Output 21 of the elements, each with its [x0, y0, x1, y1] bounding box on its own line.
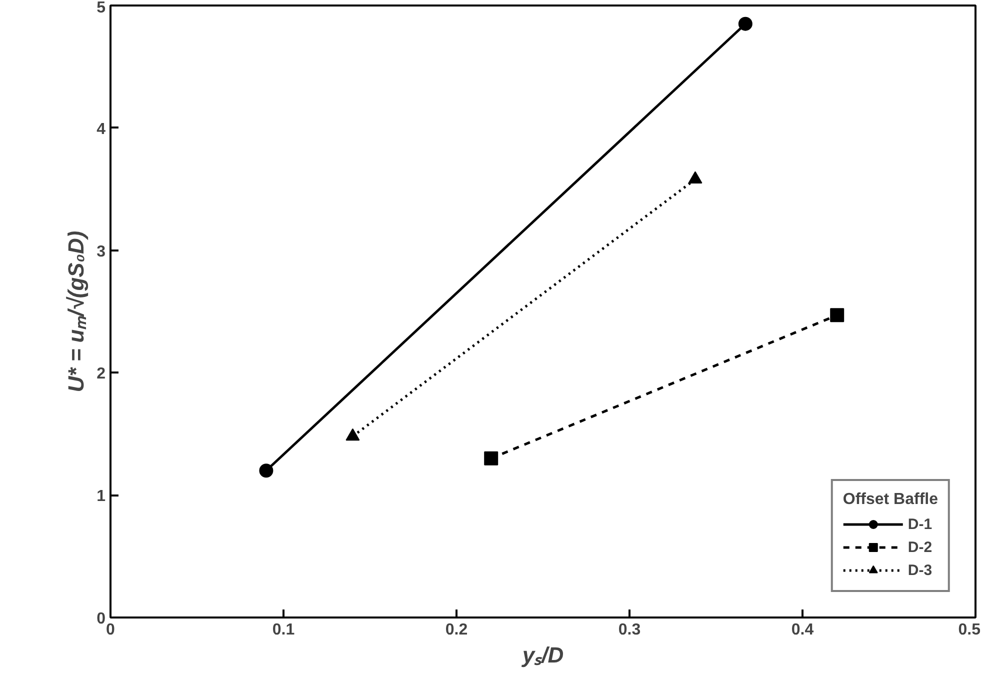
legend-label: D-2: [908, 538, 932, 556]
y-tick-label: 5: [96, 0, 106, 16]
x-tick-label: 0.4: [791, 622, 814, 638]
y-tick-label: 3: [96, 243, 106, 260]
point: [259, 464, 274, 478]
y-tick-label: 1: [96, 488, 106, 506]
legend-label: D-3: [908, 562, 932, 578]
legend-title: Offset Baffle: [842, 491, 938, 509]
legend-label: D-1: [908, 516, 932, 532]
y-tick-label: 0: [96, 610, 106, 628]
point: [738, 16, 752, 31]
y-axis-title: U* = uₘ/√(gS₀D): [64, 230, 89, 392]
x-axis-title: yₛ/D: [521, 642, 564, 668]
x-tick-label: 0.2: [445, 622, 468, 638]
x-tick-label: 0.1: [272, 622, 295, 638]
x-tick-label: 0.3: [618, 622, 641, 638]
y-tick-label: 4: [96, 120, 106, 138]
y-tick-label: 2: [96, 366, 106, 383]
x-tick-label: 0.5: [958, 622, 981, 638]
point: [830, 308, 844, 322]
point: [484, 451, 498, 466]
